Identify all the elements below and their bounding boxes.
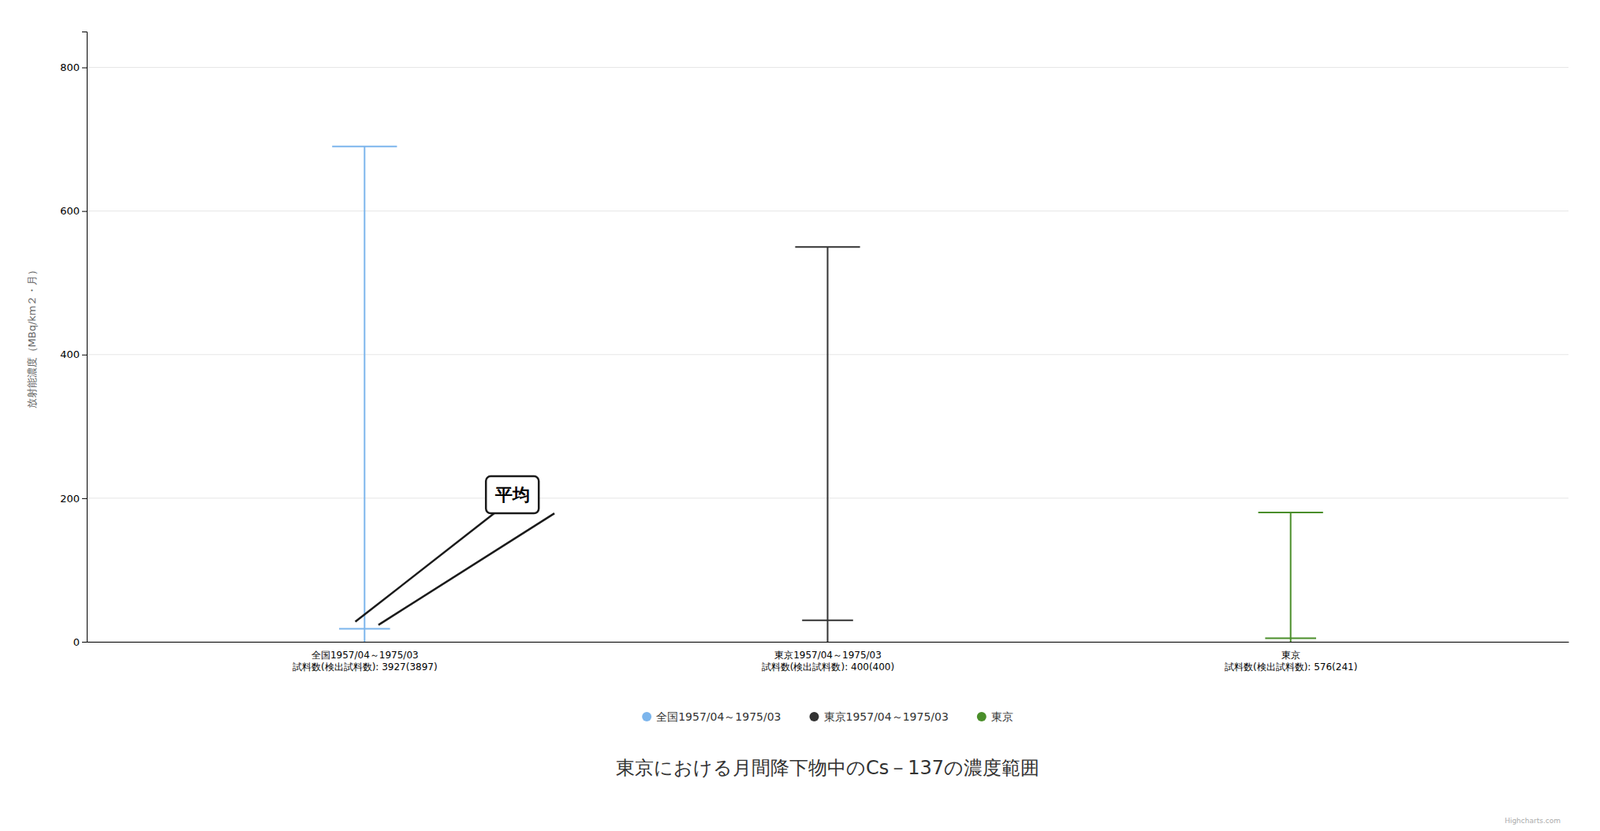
x-axis: 全国1957/04～1975/03試料数(検出試料数): 3927(3897) 東… (87, 641, 1570, 673)
mean-mark (1264, 637, 1317, 639)
tick-mark (82, 67, 87, 69)
y-axis: 0 200 400 600 800 (59, 32, 87, 649)
tick-label: 400 (59, 348, 80, 361)
legend-label: 東京 (991, 710, 1014, 724)
annotation-box (485, 476, 539, 514)
plot: 0200400600800全国1957/04～1975/03試料数(検出試料数)… (59, 32, 1569, 674)
annotation: 平均 (355, 476, 555, 626)
tick: 東京1957/04～1975/03試料数(検出試料数): 400(400) (761, 641, 895, 673)
watermark: Highcharts.com (1504, 816, 1561, 825)
tick: 全国1957/04～1975/03試料数(検出試料数): 3927(3897) (292, 641, 438, 673)
tick-label-line: 東京1957/04～1975/03 (774, 649, 882, 661)
tick-label: 0 (73, 636, 80, 649)
tick-label: 600 (59, 205, 80, 217)
legend-item: 東京1957/04～1975/03 (809, 710, 949, 724)
tick-label-line: 試料数(検出試料数): 576(241) (1224, 661, 1358, 673)
tick: 200 (59, 492, 87, 505)
range-cap (794, 246, 860, 248)
legend-marker (809, 712, 820, 722)
legend-item: 全国1957/04～1975/03 (641, 710, 781, 724)
legend-label: 全国1957/04～1975/03 (656, 710, 781, 724)
tick-label-line: 試料数(検出試料数): 3927(3897) (292, 661, 438, 673)
annotation-pointer (355, 513, 495, 623)
series (1258, 512, 1324, 642)
series (794, 246, 860, 642)
tick-label: 東京1957/04～1975/03試料数(検出試料数): 400(400) (761, 649, 895, 674)
annotation-pointer (378, 513, 555, 626)
tick: 400 (59, 348, 87, 361)
range-line (827, 246, 829, 642)
mean-mark (339, 628, 391, 631)
tick-label-line: 全国1957/04～1975/03 (311, 649, 419, 661)
legend: 全国1957/04～1975/03 東京1957/04～1975/03 東京 (641, 710, 1014, 724)
range-line (363, 146, 366, 642)
series (331, 146, 397, 642)
tick: 800 (59, 61, 87, 74)
legend-marker (641, 712, 652, 722)
grid (86, 67, 1569, 642)
annotation-text: 平均 (494, 484, 530, 505)
legend-label: 東京1957/04～1975/03 (824, 710, 949, 724)
grid-line (86, 210, 1569, 212)
range-line (1290, 512, 1292, 642)
tick-mark (82, 354, 87, 356)
tick-label-line: 試料数(検出試料数): 400(400) (761, 661, 895, 673)
range-cap (1258, 511, 1324, 514)
tick-label: 全国1957/04～1975/03試料数(検出試料数): 3927(3897) (292, 649, 438, 674)
axis-line (87, 641, 1570, 643)
tick-label: 東京試料数(検出試料数): 576(241) (1224, 649, 1358, 674)
tick-label-line: 東京 (1281, 649, 1301, 661)
marks (331, 146, 1324, 642)
tick: 600 (59, 205, 87, 217)
tick-label: 800 (59, 61, 80, 74)
tick: 東京試料数(検出試料数): 576(241) (1224, 641, 1358, 673)
range-cap (331, 145, 397, 148)
tick-mark (82, 641, 87, 643)
y-axis-title: 放射能濃度（MBq/km２・月） (26, 264, 38, 410)
chart: 0200400600800全国1957/04～1975/03試料数(検出試料数)… (0, 0, 1600, 831)
legend-item: 東京 (977, 710, 1014, 724)
legend-marker (977, 712, 987, 722)
grid-line (86, 67, 1569, 68)
tick-mark (82, 211, 87, 213)
tick: 0 (73, 636, 87, 649)
title: 東京における月間降下物中のCs－137の濃度範囲 (615, 757, 1040, 780)
tick-mark (82, 498, 87, 500)
tick-label: 200 (59, 492, 80, 505)
axis-line (82, 32, 88, 643)
mean-mark (801, 619, 854, 622)
